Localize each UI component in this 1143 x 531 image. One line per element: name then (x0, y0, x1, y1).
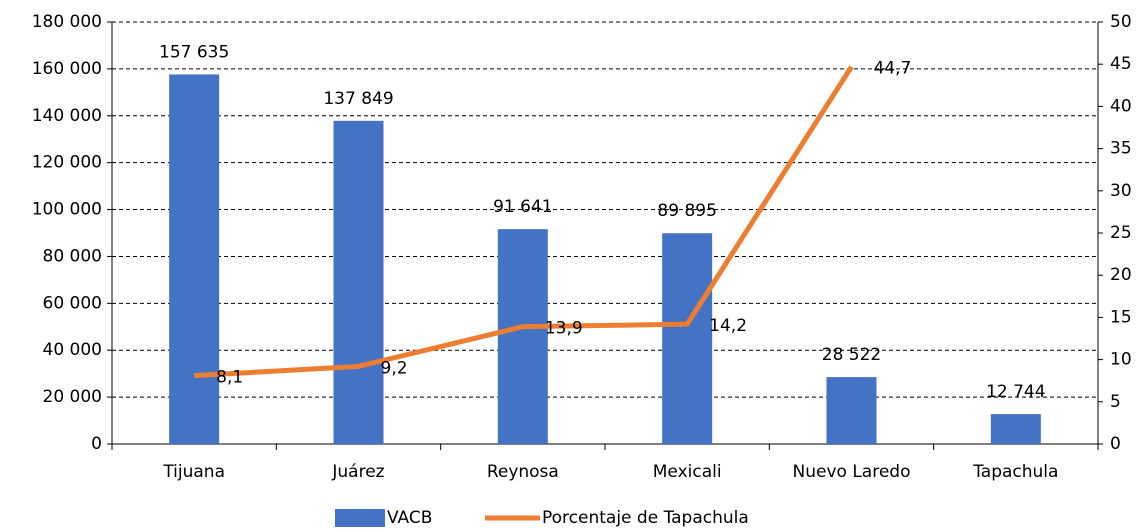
data-label: 44,7 (874, 59, 912, 79)
bar (662, 233, 713, 444)
y-tick-label: 140 000 (32, 106, 102, 126)
y-tick-label: 100 000 (32, 200, 102, 220)
x-tick-label: Reynosa (487, 462, 559, 482)
legend-label: VACB (387, 508, 432, 527)
bar (333, 120, 384, 444)
y2-tick-label: 20 (1110, 265, 1132, 285)
y2-tick-label: 5 (1110, 392, 1121, 412)
y-tick-label: 80 000 (43, 246, 102, 266)
y-tick-label: 0 (91, 434, 102, 454)
data-label: 9,2 (381, 358, 408, 378)
bar (169, 74, 220, 444)
y-tick-label: 160 000 (32, 59, 102, 79)
bar (990, 414, 1041, 444)
data-label: 137 849 (323, 89, 393, 109)
x-tick-label: Juárez (331, 462, 384, 482)
data-label: 13,9 (545, 319, 583, 339)
y2-tick-label: 0 (1110, 434, 1121, 454)
y2-tick-label: 30 (1110, 181, 1132, 201)
y-tick-label: 60 000 (43, 293, 102, 313)
y2-tick-label: 40 (1110, 96, 1132, 116)
data-label: 157 635 (159, 42, 229, 62)
y2-tick-label: 25 (1110, 223, 1132, 243)
y2-tick-label: 10 (1110, 350, 1132, 370)
y-tick-label: 20 000 (43, 387, 102, 407)
y2-tick-label: 45 (1110, 54, 1132, 74)
bar (826, 377, 877, 444)
x-tick-label: Mexicali (653, 462, 722, 482)
y-tick-label: 180 000 (32, 12, 102, 32)
y2-tick-label: 15 (1110, 307, 1132, 327)
y-tick-label: 40 000 (43, 340, 102, 360)
data-label: 12 744 (986, 382, 1045, 402)
data-label: 28 522 (822, 345, 881, 365)
data-label: 91 641 (493, 197, 552, 217)
y2-tick-label: 35 (1110, 139, 1132, 159)
x-tick-label: Nuevo Laredo (793, 462, 911, 482)
x-tick-label: Tijuana (162, 462, 225, 482)
bar (497, 229, 548, 444)
line (194, 65, 854, 379)
x-tick-label: Tapachula (972, 462, 1058, 482)
legend-label: Porcentaje de Tapachula (542, 508, 749, 527)
data-label: 8,1 (216, 368, 243, 388)
y2-tick-label: 50 (1110, 12, 1132, 32)
y-tick-label: 120 000 (32, 153, 102, 173)
data-label: 14,2 (709, 316, 747, 336)
legend-swatch (335, 509, 385, 527)
data-label: 89 895 (657, 201, 716, 221)
